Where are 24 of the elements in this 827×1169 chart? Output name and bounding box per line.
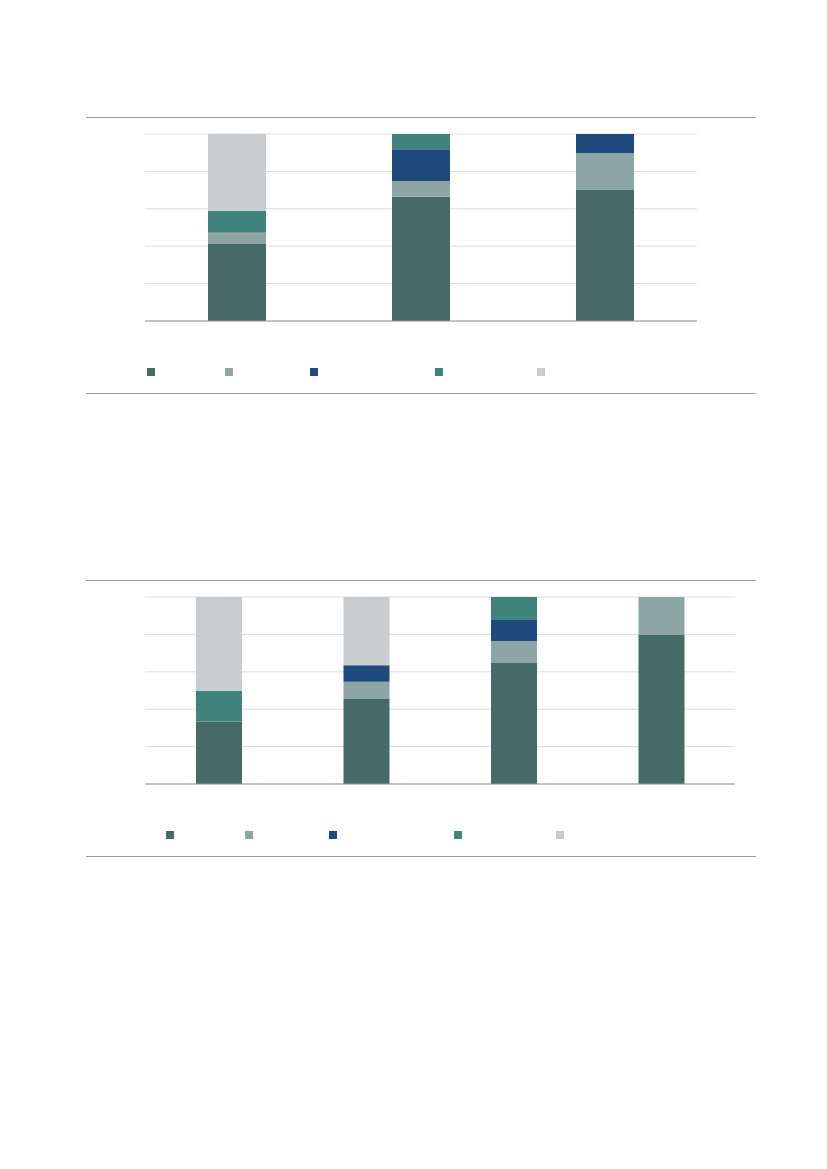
bar — [343, 698, 390, 784]
bar — [491, 597, 537, 620]
bar — [196, 721, 242, 784]
bar — [343, 597, 390, 666]
bar — [196, 597, 242, 691]
bar — [491, 663, 537, 784]
bar — [196, 690, 242, 722]
bar — [638, 634, 685, 784]
bar — [392, 196, 450, 321]
bar — [491, 619, 537, 641]
bar — [576, 134, 634, 154]
bar — [208, 243, 266, 321]
bar — [343, 665, 390, 682]
bar — [208, 232, 266, 244]
bar — [576, 153, 634, 191]
bar — [392, 149, 450, 181]
bar — [392, 134, 450, 150]
bar — [491, 640, 537, 664]
bar — [208, 134, 266, 211]
bar — [343, 681, 390, 699]
bar — [576, 190, 634, 321]
bar — [208, 210, 266, 233]
bar — [392, 180, 450, 197]
bar — [638, 597, 685, 635]
